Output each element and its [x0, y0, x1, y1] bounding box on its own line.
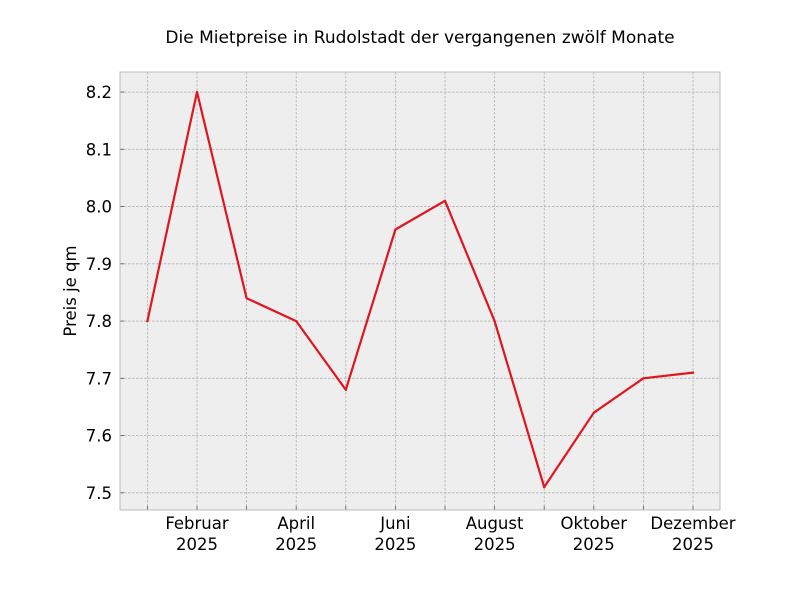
- data-point: [245, 297, 248, 300]
- data-point: [295, 319, 298, 323]
- x-tick-label-year: 2025: [573, 535, 615, 554]
- y-tick-label: 8.2: [86, 83, 112, 102]
- y-tick-label: 8.0: [86, 198, 112, 217]
- y-tick-label: 7.8: [86, 312, 112, 331]
- x-tick-label-year: 2025: [275, 535, 317, 554]
- plot-frame: [119, 71, 721, 511]
- chart-title: Die Mietpreise in Rudolstadt der vergang…: [165, 28, 674, 48]
- x-tick-label-month: Februar: [165, 514, 229, 533]
- data-point: [443, 199, 447, 202]
- data-point: [195, 90, 199, 94]
- y-tick-label: 7.5: [86, 484, 112, 503]
- x-tick-label-year: 2025: [374, 535, 416, 554]
- y-tick-label: 7.6: [86, 427, 112, 446]
- data-point: [592, 411, 595, 414]
- y-tick-label: 7.9: [86, 255, 112, 274]
- x-tick-label-month: April: [277, 514, 315, 533]
- x-tick-label-month: Juni: [379, 514, 410, 533]
- x-tick-label-month: Oktober: [561, 514, 628, 533]
- data-point: [394, 228, 397, 231]
- y-axis-label: Preis je qm: [61, 245, 80, 336]
- x-tick-label-year: 2025: [672, 535, 714, 554]
- data-point: [691, 371, 695, 374]
- data-point: [642, 377, 645, 380]
- x-tick-label-month: August: [466, 514, 524, 533]
- x-tick-label-month: Dezember: [650, 514, 735, 533]
- plot-area: 7.5 7.6 7.7 7.8 7.9 8.0 8.1 8.2 Februar 2025 April…: [86, 71, 736, 554]
- data-point: [146, 319, 149, 323]
- data-point: [344, 388, 347, 391]
- data-point: [493, 319, 496, 323]
- y-tick-label: 8.1: [86, 140, 112, 159]
- x-tick-label-year: 2025: [474, 535, 516, 554]
- plot-background: [120, 72, 720, 510]
- series-line: [146, 90, 695, 489]
- x-tick-label-year: 2025: [176, 535, 218, 554]
- y-tick-label: 7.7: [86, 369, 112, 388]
- data-point: [543, 485, 546, 489]
